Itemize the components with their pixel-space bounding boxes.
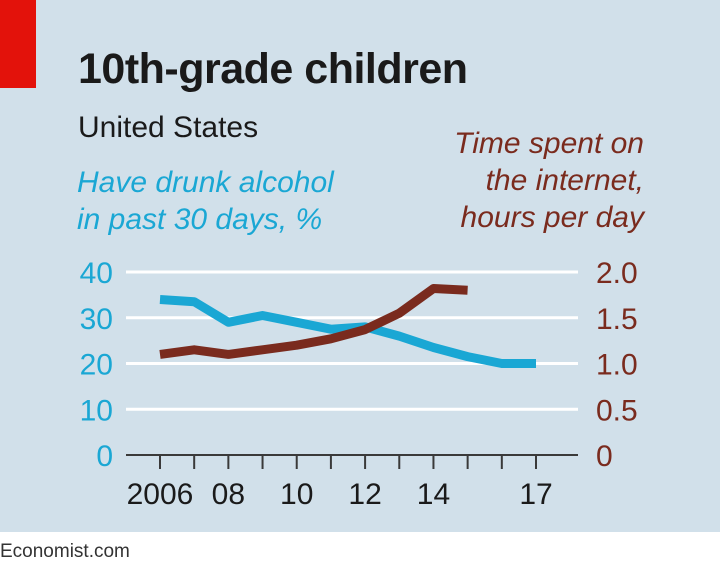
x-tick-label: 14 bbox=[417, 478, 450, 511]
line-chart: 40 2.0 30 1.5 20 1.0 10 0.5 0 0 2006 08 10 12 14 17 bbox=[80, 257, 638, 511]
right-axis-label-line: Time spent on bbox=[454, 127, 644, 160]
x-tick-label: 2006 bbox=[127, 478, 194, 511]
x-tick-label: 17 bbox=[519, 478, 552, 511]
x-tick-label: 10 bbox=[280, 478, 313, 511]
right-tick-label: 2.0 bbox=[596, 257, 638, 290]
left-tick-label: 20 bbox=[80, 349, 113, 382]
left-tick-label: 10 bbox=[80, 394, 113, 427]
source-credit: Economist.com bbox=[0, 541, 130, 562]
chart-panel bbox=[0, 0, 720, 532]
chart-title: 10th-grade children bbox=[78, 45, 468, 93]
left-axis-label-line: in past 30 days, % bbox=[77, 203, 323, 236]
x-tick-label: 08 bbox=[212, 478, 245, 511]
internet-series-line bbox=[159, 284, 468, 359]
chart-subtitle: United States bbox=[78, 111, 259, 144]
left-tick-label: 40 bbox=[80, 257, 113, 290]
right-axis-label-line: hours per day bbox=[460, 201, 644, 234]
left-axis-label: Have drunk alcohol in past 30 days, % bbox=[77, 164, 334, 238]
right-tick-label: 1.5 bbox=[596, 303, 638, 336]
right-tick-label: 1.0 bbox=[596, 349, 638, 382]
left-tick-label: 0 bbox=[96, 440, 113, 473]
alcohol-series-line bbox=[159, 295, 536, 368]
right-axis-label: Time spent on the internet, hours per da… bbox=[454, 125, 644, 236]
left-axis-label-line: Have drunk alcohol bbox=[77, 166, 334, 199]
right-tick-label: 0 bbox=[596, 440, 613, 473]
right-tick-label: 0.5 bbox=[596, 394, 638, 427]
red-corner-tag bbox=[0, 0, 36, 88]
right-axis-label-line: the internet, bbox=[485, 164, 644, 197]
left-tick-label: 30 bbox=[80, 303, 113, 336]
x-tick-label: 12 bbox=[348, 478, 381, 511]
